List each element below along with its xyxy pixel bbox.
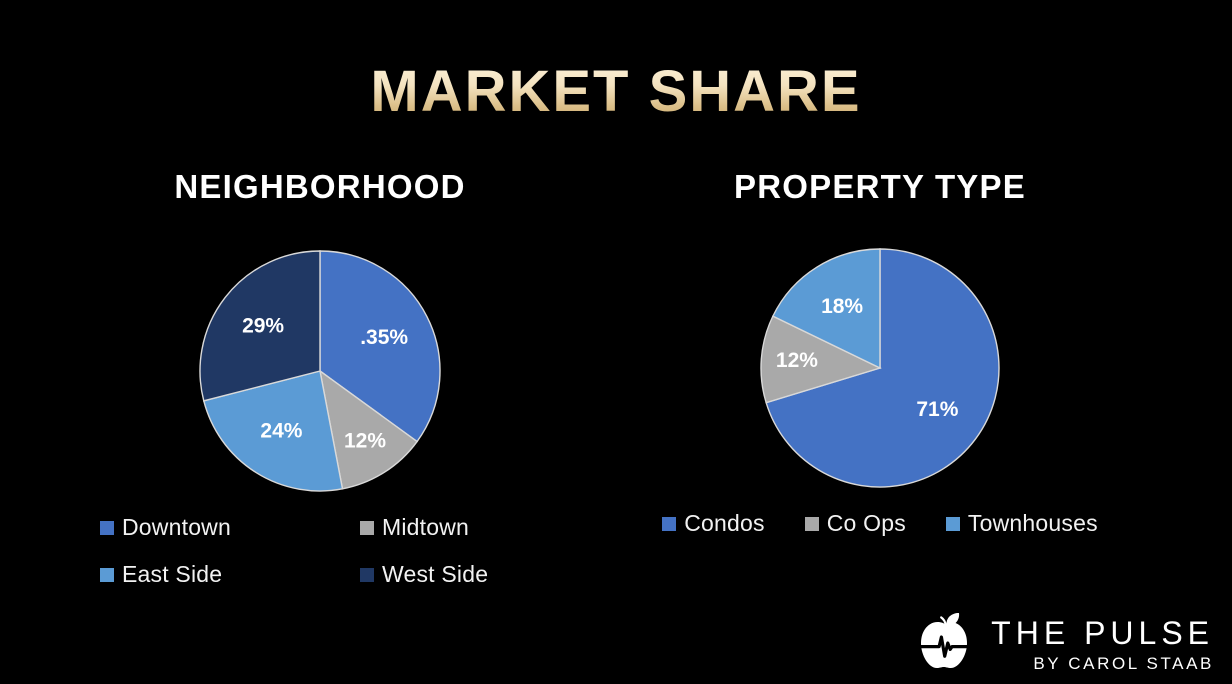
legend-item-townhouses[interactable]: Townhouses [945,510,1098,537]
logo-title: THE PULSE [991,614,1214,651]
legend-item-east-side[interactable]: East Side [100,561,360,588]
pie-slices-property-type [760,248,1000,488]
pie-slice-label-condos: 71% [916,398,958,421]
pie-chart-property-type: 71% 12% 18% [758,246,1002,490]
logo-subtitle: BY CAROL STAAB [1033,653,1214,673]
pie-slice-label-west-side: 29% [242,314,284,337]
apple-pulse-icon [917,612,977,668]
brand-logo: THE PULSE BY CAROL STAAB [915,612,1214,676]
pie-slice-townhouses[interactable] [771,248,881,370]
legend-swatch-icon-condos [662,516,677,531]
legend-label-townhouses: Townhouses [967,510,1098,536]
chart-panel-property-type: PROPERTY TYPE 71% 12% 18% Condos Co Ops To… [620,168,1140,537]
legend-swatch-icon-west-side [360,567,374,582]
pie-labels-property-type: 71% 12% 18% [776,295,959,421]
pie-slice-label-east-side: 24% [260,419,302,442]
legend-label-co-ops: Co Ops [826,510,906,536]
pie-slice-west-side[interactable] [199,250,321,402]
page-title: MARKET SHARE [0,61,1232,123]
legend-swatch-icon-midtown [360,520,374,535]
legend-neighborhood: Downtown Midtown East Side West Side [60,514,580,588]
legend-swatch-icon-co-ops [804,516,819,531]
pie-slice-east-side[interactable] [202,370,344,492]
pie-slice-label-townhouses: 18% [821,295,863,318]
legend-label-downtown: Downtown [122,514,231,540]
pie-slice-label-midtown: 12% [344,429,386,452]
pie-svg-property-type: 71% 12% 18% [760,248,1000,488]
legend-item-condos[interactable]: Condos [662,510,765,537]
legend-label-east-side: East Side [122,561,223,587]
legend-swatch-icon-east-side [100,567,114,582]
logo-wordmark: THE PULSE BY CAROL STAAB [991,617,1214,672]
legend-label-condos: Condos [684,510,765,536]
legend-item-west-side[interactable]: West Side [360,561,560,588]
pie-slice-midtown[interactable] [318,369,419,490]
pie-slices-neighborhood [199,250,441,492]
legend-item-co-ops[interactable]: Co Ops [804,510,906,537]
pie-slice-label-co-ops: 12% [776,349,818,372]
pie-slice-co-ops[interactable] [760,315,882,404]
pie-chart-neighborhood: .35% 12% 24% 29% [197,248,443,494]
legend-label-midtown: Midtown [382,514,470,540]
pie-slice-label-downtown: .35% [360,326,408,349]
chart-heading-property-type: PROPERTY TYPE [734,168,1026,205]
legend-swatch-icon-townhouses [945,516,960,531]
pie-slice-condos[interactable] [765,248,1000,488]
pie-labels-neighborhood: .35% 12% 24% 29% [242,314,408,452]
legend-item-downtown[interactable]: Downtown [100,514,360,541]
legend-swatch-icon-downtown [100,520,114,535]
legend-property-type: Condos Co Ops Townhouses [620,510,1140,537]
pie-slice-downtown[interactable] [319,250,441,443]
chart-heading-neighborhood: NEIGHBORHOOD [174,168,466,205]
pie-svg-neighborhood: .35% 12% 24% 29% [199,250,441,492]
chart-panel-neighborhood: NEIGHBORHOOD .35% 12% 24% 29% Downtown Midt… [60,168,580,588]
legend-label-west-side: West Side [382,561,489,587]
legend-item-midtown[interactable]: Midtown [360,514,560,541]
